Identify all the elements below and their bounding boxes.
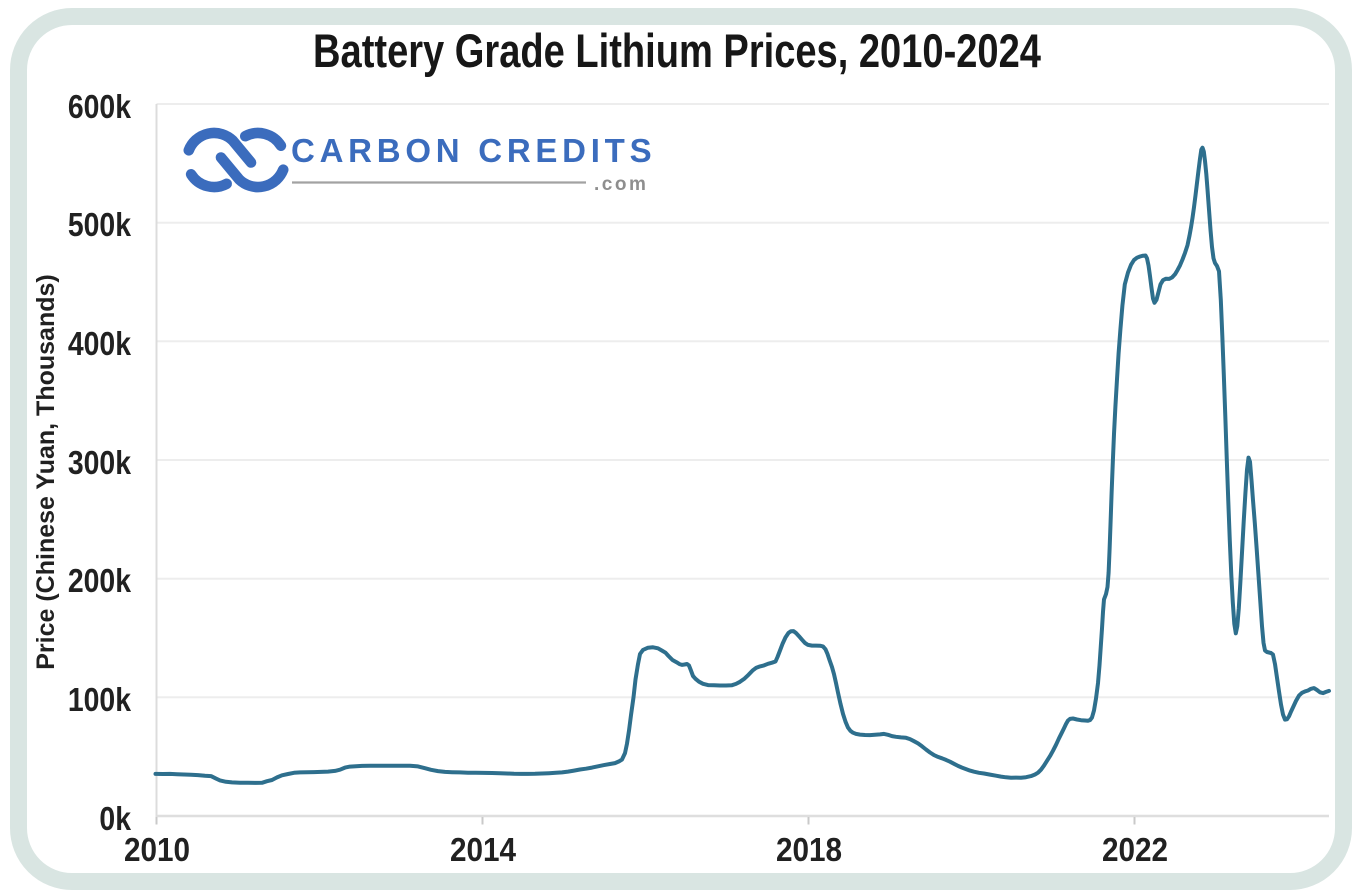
svg-text:CARBON CREDITS: CARBON CREDITS [291, 132, 656, 169]
svg-text:.com: .com [594, 174, 648, 195]
